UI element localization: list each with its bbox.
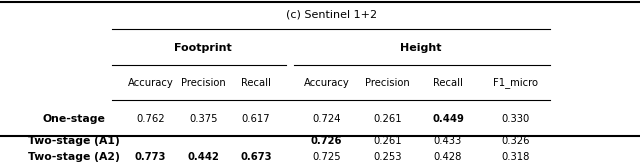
Text: 0.253: 0.253 [374,152,402,162]
Text: 0.449: 0.449 [432,114,464,124]
Text: Precision: Precision [181,78,226,88]
Text: Footprint: Footprint [174,43,232,53]
Text: Accuracy: Accuracy [303,78,349,88]
Text: 0.433: 0.433 [434,136,462,146]
Text: 0.428: 0.428 [434,152,462,162]
Text: Precision: Precision [365,78,410,88]
Text: 0.330: 0.330 [501,114,529,124]
Text: F1_micro: F1_micro [493,78,538,88]
Text: 0.261: 0.261 [374,136,402,146]
Text: 0.442: 0.442 [188,152,220,162]
Text: Height: Height [400,43,442,53]
Text: 0.726: 0.726 [310,136,342,146]
Text: 0.326: 0.326 [501,136,529,146]
Text: 0.261: 0.261 [374,114,402,124]
Text: Two-stage (A1): Two-stage (A1) [28,136,120,146]
Text: One-stage: One-stage [42,114,105,124]
Text: 0.762: 0.762 [136,114,164,124]
Text: 0.375: 0.375 [189,114,218,124]
Text: Two-stage (A2): Two-stage (A2) [28,152,120,162]
Text: 0.673: 0.673 [240,152,272,162]
Text: 0.318: 0.318 [501,152,529,162]
Text: 0.773: 0.773 [134,152,166,162]
Text: 0.617: 0.617 [242,114,270,124]
Text: 0.724: 0.724 [312,114,340,124]
Text: (c) Sentinel 1+2: (c) Sentinel 1+2 [285,9,377,19]
Text: Recall: Recall [241,78,271,88]
Text: Accuracy: Accuracy [127,78,173,88]
Text: Recall: Recall [433,78,463,88]
Text: 0.725: 0.725 [312,152,340,162]
